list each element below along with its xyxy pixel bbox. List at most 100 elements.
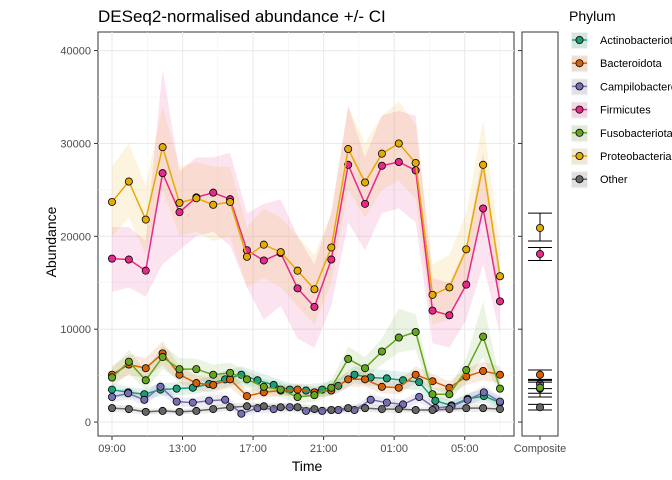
data-point-4 [377, 347, 386, 356]
data-point-4 [124, 357, 133, 366]
data-point-2 [140, 395, 149, 404]
data-point-2 [318, 406, 327, 415]
data-point-6 [242, 402, 251, 411]
data-point-2 [204, 396, 213, 405]
data-point-3 [293, 284, 302, 293]
data-point-2 [415, 392, 424, 401]
data-point-6 [293, 403, 302, 412]
data-point-4 [293, 392, 302, 401]
data-point-5 [158, 143, 167, 152]
data-point-2 [188, 398, 197, 407]
legend-item-3: Firmicutes [571, 101, 651, 119]
data-point-4 [175, 365, 184, 374]
ci-ribbon-5 [112, 101, 500, 325]
series-lines [108, 139, 504, 418]
data-point-2 [108, 392, 117, 401]
data-point-4 [276, 385, 285, 394]
data-point-5 [192, 194, 201, 203]
data-point-4 [495, 384, 504, 393]
legend-key-point [575, 175, 584, 184]
main-panel-bg [97, 31, 515, 437]
data-point-4 [361, 364, 370, 373]
legend-item-4: Fusobacteriota [571, 124, 672, 142]
data-point-3 [361, 199, 370, 208]
data-point-4 [242, 375, 251, 384]
y-axis: 0 10000 20000 30000 40000 [60, 46, 522, 429]
data-point-3 [209, 188, 218, 197]
data-point-4 [394, 333, 403, 342]
data-point-5 [276, 248, 285, 257]
data-point-6 [158, 406, 167, 415]
legend-label: Actinobacteriota [600, 35, 672, 47]
data-point-3 [479, 204, 488, 213]
legend-item-5: Proteobacteria [571, 148, 672, 165]
legend-label: Firmicutes [600, 105, 651, 117]
data-point-2 [124, 389, 133, 398]
legend-item-2: Campilobacterota [571, 78, 672, 96]
y-axis-title: Abundance [43, 206, 59, 277]
data-point-6 [259, 402, 268, 411]
composite-label: Composite [514, 443, 567, 455]
data-point-5 [226, 197, 235, 206]
data-point-6 [361, 404, 370, 413]
data-point-2 [463, 395, 472, 404]
data-point-2 [156, 382, 165, 391]
data-point-6 [377, 405, 386, 414]
data-point-3 [175, 208, 184, 217]
data-point-4 [479, 332, 488, 341]
y-tick-label: 30000 [60, 138, 91, 150]
data-point-6 [310, 405, 319, 414]
data-point-3 [108, 254, 117, 263]
legend-key-point [575, 36, 584, 45]
legend-label: Proteobacteria [600, 151, 672, 163]
legend-label: Bacteroidota [600, 58, 663, 70]
data-point-2 [382, 398, 391, 407]
x-tick-label: 21:00 [310, 443, 338, 455]
data-point-1 [293, 385, 302, 394]
data-point-2 [495, 397, 504, 406]
legend-label: Campilobacterota [600, 81, 672, 93]
data-point-6 [428, 405, 437, 414]
composite-point-6 [536, 403, 545, 412]
data-point-4 [327, 383, 336, 392]
data-point-1 [495, 370, 504, 379]
data-point-3 [394, 158, 403, 167]
legend: Phylum Actinobacteriota Bacteroidota Campi… [569, 8, 672, 189]
data-point-6 [209, 405, 218, 414]
data-point-4 [141, 376, 150, 385]
data-point-5 [327, 243, 336, 252]
legend-key-point [575, 128, 584, 137]
data-point-4 [259, 382, 268, 391]
data-point-4 [310, 391, 319, 400]
composite-panel [521, 31, 559, 437]
data-point-5 [394, 139, 403, 148]
data-point-1 [361, 375, 370, 384]
data-point-6 [192, 406, 201, 415]
data-point-3 [495, 297, 504, 306]
data-point-1 [479, 366, 488, 375]
data-point-3 [259, 256, 268, 265]
data-point-5 [344, 145, 353, 154]
data-point-1 [192, 379, 201, 388]
data-point-2 [172, 397, 181, 406]
data-point-5 [361, 178, 370, 187]
data-point-5 [175, 198, 184, 207]
x-tick-label: 09:00 [98, 443, 126, 455]
data-point-3 [141, 266, 150, 275]
data-point-4 [462, 366, 471, 375]
data-point-5 [495, 272, 504, 281]
y-tick-label: 20000 [60, 231, 91, 243]
data-point-5 [445, 283, 454, 292]
data-point-0 [172, 384, 181, 393]
data-point-6 [394, 405, 403, 414]
data-point-6 [479, 404, 488, 413]
data-point-0 [415, 378, 424, 387]
data-point-4 [428, 390, 437, 399]
composite-point-5 [536, 223, 545, 232]
composite-point-1 [536, 370, 545, 379]
data-point-5 [209, 200, 218, 209]
data-point-1 [344, 375, 353, 384]
data-point-1 [394, 383, 403, 392]
x-tick-label: 17:00 [239, 443, 267, 455]
